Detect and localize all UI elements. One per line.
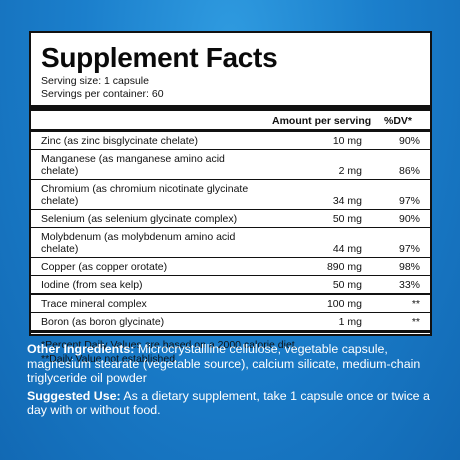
table-row: Manganese (as manganese amino acid chela… <box>31 149 430 179</box>
nutrient-name: Copper (as copper orotate) <box>41 261 168 273</box>
table-header: Amount per serving %DV* <box>41 111 420 129</box>
nutrient-amount: 34 mg <box>332 195 362 207</box>
header-divider <box>31 129 430 132</box>
other-ingredients-text: Microcrystallline cellulose, vegetable c… <box>27 342 421 385</box>
table-row: Selenium (as selenium glycinate complex)… <box>31 209 430 227</box>
other-ingredients: Other Ingredients: Microcrystallline cel… <box>27 342 437 386</box>
header-dv: %DV* <box>384 115 413 127</box>
table-row: Copper (as copper orotate) 890 mg 98% <box>31 257 430 275</box>
table-row: Boron (as boron glycinate) 1 mg ** <box>31 312 430 330</box>
nutrient-dv: 90% <box>398 213 420 225</box>
servings-per-container: Servings per container: 60 <box>41 88 164 100</box>
footnote-dv-basis: *Percent Daily Values are based on a 200… <box>41 339 298 351</box>
nutrient-name: Boron (as boron glycinate) <box>41 316 165 328</box>
nutrient-dv: 98% <box>398 261 420 273</box>
suggested-use: Suggested Use: As a dietary supplement, … <box>27 389 437 418</box>
nutrient-dv: 33% <box>398 279 420 291</box>
nutrient-amount: 50 mg <box>332 213 362 225</box>
nutrient-name: Selenium (as selenium glycinate complex) <box>41 213 238 225</box>
nutrient-amount: 50 mg <box>332 279 362 291</box>
nutrient-name: Chromium (as chromium nicotinate glycina… <box>41 183 249 207</box>
thick-divider <box>31 105 430 111</box>
table-row: Molybdenum (as molybdenum amino acid che… <box>31 227 430 257</box>
footnotes: *Percent Daily Values are based on a 200… <box>41 333 420 366</box>
nutrient-amount: 44 mg <box>332 243 362 255</box>
nutrient-amount: 10 mg <box>332 135 362 147</box>
nutrient-dv: ** <box>411 316 420 328</box>
nutrient-amount: 890 mg <box>326 261 362 273</box>
nutrient-dv: 97% <box>398 243 420 255</box>
serving-size: Serving size: 1 capsule <box>41 75 149 87</box>
nutrient-name: Iodine (from sea kelp) <box>41 279 143 291</box>
nutrient-rows: Zinc (as zinc bisglycinate chelate) 10 mg… <box>31 132 430 330</box>
other-ingredients-label: Other Ingredients: <box>27 342 135 356</box>
header-amount: Amount per serving <box>272 115 372 127</box>
nutrient-amount: 100 mg <box>326 298 362 310</box>
nutrient-dv: 90% <box>398 135 420 147</box>
table-row: Iodine (from sea kelp) 50 mg 33% <box>31 275 430 293</box>
nutrient-dv: ** <box>411 298 420 310</box>
nutrient-name: Molybdenum (as molybdenum amino acid che… <box>41 231 236 255</box>
nutrient-name: Manganese (as manganese amino acid chela… <box>41 153 225 177</box>
footnote-dv-not-established: **Daily Value not established. <box>41 353 178 365</box>
table-row: Trace mineral complex 100 mg ** <box>31 293 430 312</box>
panel-title: Supplement Facts <box>41 42 278 73</box>
ingredients-section: Other Ingredients: Microcrystallline cel… <box>27 342 437 421</box>
nutrient-name: Zinc (as zinc bisglycinate chelate) <box>41 135 198 147</box>
supplement-facts-panel: Supplement Facts Serving size: 1 capsule… <box>29 31 432 365</box>
nutrient-amount: 2 mg <box>338 165 362 177</box>
suggested-use-label: Suggested Use: <box>27 388 121 403</box>
table-row: Chromium (as chromium nicotinate glycina… <box>31 179 430 209</box>
footer-divider <box>31 330 430 333</box>
suggested-use-text: As a dietary supplement, take 1 capsule … <box>27 388 430 418</box>
nutrient-amount: 1 mg <box>338 316 362 328</box>
table-row: Zinc (as zinc bisglycinate chelate) 10 mg… <box>31 132 430 149</box>
nutrient-dv: 86% <box>398 165 420 177</box>
nutrient-name: Trace mineral complex <box>41 298 147 310</box>
nutrient-dv: 97% <box>398 195 420 207</box>
